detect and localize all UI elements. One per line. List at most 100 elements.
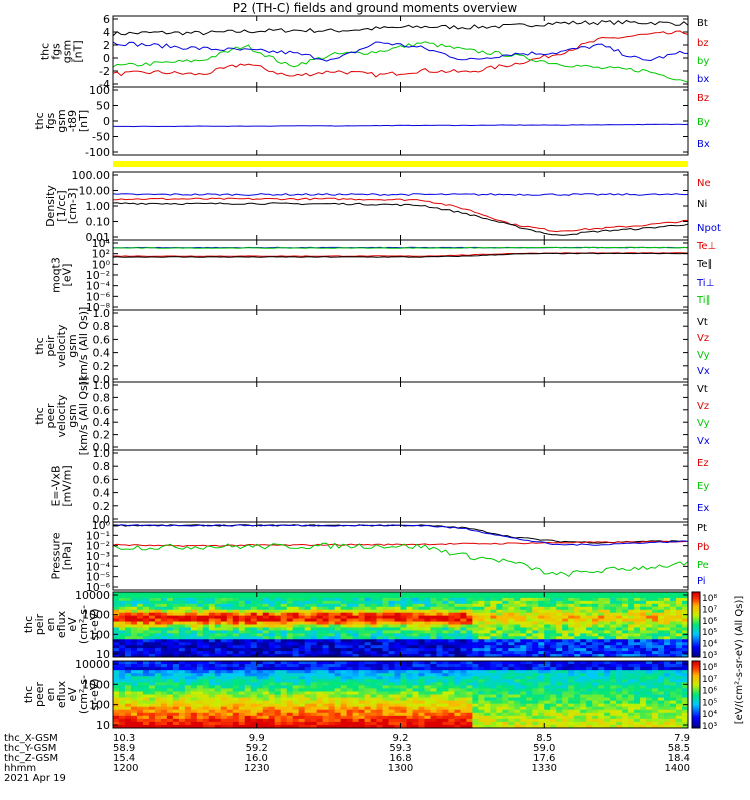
- spectrogram-cell: [562, 706, 569, 711]
- spectrogram-cell: [670, 630, 677, 634]
- spectrogram-cell: [448, 691, 455, 695]
- spectrogram-cell: [382, 630, 389, 634]
- spectrogram-cell: [148, 712, 156, 717]
- spectrogram-cell: [658, 679, 665, 683]
- legend-entry: bx: [697, 74, 709, 85]
- spectrogram-cell: [250, 709, 258, 714]
- spectrogram-cell: [436, 694, 443, 698]
- spectrogram-cell: [124, 642, 132, 646]
- spectrogram-cell: [496, 648, 503, 652]
- spectrogram-cell: [268, 627, 276, 631]
- spectrogram-cell: [472, 682, 479, 686]
- spectrogram-cell: [604, 664, 611, 668]
- spectrogram-cell: [334, 633, 341, 637]
- spectrogram-cell: [400, 682, 407, 686]
- y-axis-label: gsm: [66, 334, 79, 357]
- spectrogram-cell: [166, 670, 174, 674]
- spectrogram-cell: [376, 697, 383, 701]
- spectrogram-cell: [244, 597, 252, 602]
- colorbar-cell: [692, 648, 700, 651]
- spectrogram-cell: [574, 639, 581, 643]
- spectrogram-cell: [250, 600, 258, 605]
- spectrogram-cell: [586, 592, 593, 596]
- spectrogram-cell: [310, 603, 318, 608]
- spectrogram-cell: [238, 724, 246, 729]
- spectrogram-cell: [346, 718, 353, 723]
- spectrogram-cell: [508, 621, 515, 625]
- spectrogram-cell: [262, 639, 270, 643]
- spectrogram-cell: [124, 694, 132, 698]
- spectrogram-cell: [160, 718, 168, 723]
- spectrogram-cell: [142, 724, 150, 729]
- spectrogram-cell: [118, 636, 126, 640]
- spectrogram-cell: [136, 664, 144, 668]
- footer-value: 58.9: [113, 743, 135, 754]
- spectrogram-cell: [274, 612, 282, 617]
- spectrogram-cell: [322, 664, 330, 668]
- spectrogram-cell: [202, 691, 210, 695]
- spectrogram-cell: [406, 612, 413, 617]
- spectrogram-cell: [310, 700, 318, 705]
- spectrogram-cell: [676, 592, 683, 596]
- spectrogram-cell: [604, 700, 611, 705]
- spectrogram-cell: [262, 592, 270, 596]
- spectrogram-cell: [394, 661, 401, 665]
- spectrogram-cell: [388, 712, 395, 717]
- spectrogram-cell: [616, 673, 623, 677]
- spectrogram-cell: [130, 715, 138, 720]
- spectrogram-cell: [640, 682, 647, 686]
- spectrogram-cell: [574, 594, 581, 599]
- spectrogram-cell: [208, 603, 216, 608]
- spectrogram-cell: [532, 624, 539, 628]
- spectrogram-cell: [646, 642, 653, 646]
- spectrogram-cell: [214, 597, 222, 602]
- footer-value: 1230: [244, 763, 269, 774]
- spectrogram-cell: [574, 718, 581, 723]
- spectrogram-cell: [508, 679, 515, 683]
- spectrogram-cell: [382, 688, 389, 692]
- spectrogram-cell: [592, 670, 599, 674]
- spectrogram-cell: [406, 712, 413, 717]
- spectrogram-cell: [226, 594, 234, 599]
- spectrogram-cell: [124, 673, 132, 677]
- spectrogram-cell: [172, 651, 180, 655]
- spectrogram-cell: [556, 615, 563, 619]
- spectrogram-cell: [532, 639, 539, 643]
- spectrogram-cell: [460, 621, 467, 625]
- spectrogram-cell: [544, 636, 551, 640]
- y-tick-label: 100: [89, 699, 110, 712]
- spectrogram-cell: [154, 703, 162, 708]
- spectrogram-cell: [616, 682, 623, 686]
- spectrogram-cell: [442, 594, 449, 599]
- spectrogram-cell: [652, 697, 659, 701]
- spectrogram-cell: [610, 721, 617, 726]
- spectrogram-cell: [274, 636, 282, 640]
- spectrogram-cell: [220, 685, 228, 689]
- spectrogram-cell: [604, 621, 611, 625]
- spectrogram-cell: [412, 721, 419, 726]
- spectrogram-cell: [628, 654, 635, 658]
- spectrogram-cell: [526, 700, 533, 705]
- spectrogram-cell: [172, 648, 180, 652]
- spectrogram-cell: [190, 624, 198, 628]
- spectrogram-cell: [532, 592, 539, 596]
- spectrogram-cell: [514, 594, 521, 599]
- spectrogram-cell: [568, 603, 575, 608]
- spectrogram-cell: [202, 676, 210, 680]
- spectrogram-cell: [364, 648, 371, 652]
- footer-value: 16.0: [246, 753, 268, 764]
- spectrogram-cell: [556, 609, 563, 614]
- spectrogram-cell: [400, 615, 407, 619]
- spectrogram-cell: [430, 706, 437, 711]
- spectrogram-cell: [202, 654, 210, 658]
- spectrogram-cell: [490, 697, 497, 701]
- spectrogram-cell: [358, 724, 365, 729]
- spectrogram-cell: [136, 645, 144, 649]
- spectrogram-cell: [226, 639, 234, 643]
- spectrogram-cell: [232, 670, 240, 674]
- spectrogram-cell: [214, 706, 222, 711]
- spectrogram-cell: [460, 624, 467, 628]
- spectrogram-cell: [346, 721, 353, 726]
- spectrogram-cell: [400, 673, 407, 677]
- spectrogram-cell: [388, 603, 395, 608]
